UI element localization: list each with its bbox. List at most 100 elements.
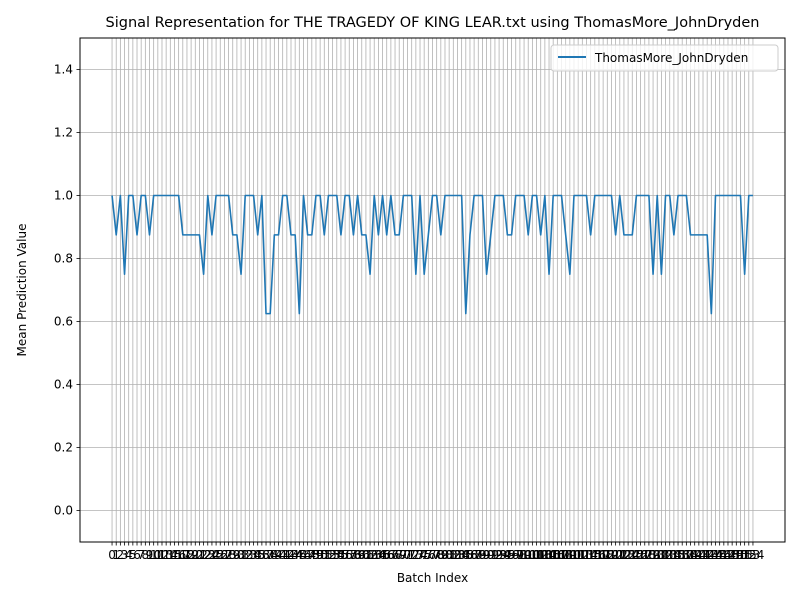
x-tick-label: 144: [700, 548, 723, 562]
x-tick-label: 47: [300, 548, 315, 562]
x-tick-label: 31: [233, 548, 248, 562]
legend-label: ThomasMore_JohnDryden: [594, 51, 748, 65]
x-tick-label: 121: [604, 548, 627, 562]
x-tick-label: 71: [400, 548, 415, 562]
series-layer: [111, 194, 753, 315]
x-tick-label: 142: [692, 548, 715, 562]
x-tick-label: 0: [108, 548, 116, 562]
x-tick-label: 153: [737, 548, 760, 562]
x-tick-label: 119: [596, 548, 619, 562]
x-tick-label: 59: [350, 548, 365, 562]
x-tick-label: 70: [396, 548, 411, 562]
x-tick-label: 34: [246, 548, 261, 562]
x-tick-label: 79: [433, 548, 448, 562]
x-tick-label: 127: [629, 548, 652, 562]
x-tick-label: 91: [483, 548, 498, 562]
x-tick-label: 17: [175, 548, 190, 562]
x-tick-label: 102: [525, 548, 548, 562]
x-tick-label: 19: [183, 548, 198, 562]
x-tick-label: 112: [567, 548, 590, 562]
x-tick-label: 96: [504, 548, 519, 562]
x-tick-label: 130: [642, 548, 665, 562]
x-tick-label: 116: [583, 548, 606, 562]
x-tick-label: 49: [308, 548, 323, 562]
x-tick-label: 14: [163, 548, 178, 562]
y-tick-label: 1.2: [54, 126, 73, 140]
x-tick-label: 93: [491, 548, 506, 562]
x-tick-label: 149: [721, 548, 744, 562]
x-tick-label: 100: [517, 548, 540, 562]
x-tick-label: 104: [533, 548, 556, 562]
x-tick-label: 138: [675, 548, 698, 562]
x-tick-label: 92: [487, 548, 502, 562]
x-tick-label: 6: [133, 548, 141, 562]
x-tick-label: 129: [637, 548, 660, 562]
x-tick-label: 1: [112, 548, 120, 562]
x-tick-label: 123: [612, 548, 635, 562]
x-tick-label: 61: [358, 548, 373, 562]
x-tick-label: 117: [588, 548, 611, 562]
x-tick-label: 83: [450, 548, 465, 562]
x-tick-label: 114: [575, 548, 598, 562]
x-tick-label: 84: [454, 548, 469, 562]
x-tick-label: 5: [129, 548, 137, 562]
legend-box: [550, 44, 779, 72]
x-tick-label: 137: [671, 548, 694, 562]
x-tick-label: 55: [333, 548, 348, 562]
x-tick-label: 103: [529, 548, 552, 562]
x-gridlines: [111, 38, 754, 542]
x-tick-label: 85: [458, 548, 473, 562]
x-tick-label: 146: [708, 548, 731, 562]
y-tick-label: 0.0: [54, 504, 73, 518]
x-tick-label: 145: [704, 548, 727, 562]
chart-title: Signal Representation for THE TRAGEDY OF…: [106, 15, 760, 31]
y-tick-label: 1.4: [54, 63, 73, 77]
x-tick-label: 41: [275, 548, 290, 562]
x-tick-label: 75: [417, 548, 432, 562]
x-tick-label: 134: [658, 548, 681, 562]
x-tick-label: 27: [217, 548, 232, 562]
x-tick-label: 11: [150, 548, 165, 562]
x-tick-label: 3: [121, 548, 129, 562]
x-tick-label: 107: [546, 548, 569, 562]
x-tick-label: 124: [617, 548, 640, 562]
x-tick-label: 81: [442, 548, 457, 562]
x-tick-label: 43: [283, 548, 298, 562]
x-tick-label: 148: [717, 548, 740, 562]
x-axis-label: Batch Index: [397, 571, 468, 585]
x-tick-label: 152: [733, 548, 756, 562]
y-tick-label: 0.4: [54, 378, 73, 392]
x-tick-label: 98: [512, 548, 527, 562]
legend: ThomasMore_JohnDryden: [550, 44, 779, 72]
x-tick-label: 28: [221, 548, 236, 562]
x-tick-label: 35: [250, 548, 265, 562]
x-tick-label: 54: [329, 548, 344, 562]
x-tick-label: 9: [146, 548, 154, 562]
x-tick-label: 154: [742, 548, 765, 562]
x-tick-label: 45: [292, 548, 307, 562]
x-tick-label: 16: [171, 548, 186, 562]
x-tick-label: 52: [321, 548, 336, 562]
x-tick-label: 65: [375, 548, 390, 562]
x-tick-label: 136: [667, 548, 690, 562]
y-axis-label: Mean Prediction Value: [15, 224, 29, 357]
x-tick-label: 50: [312, 548, 327, 562]
x-tick-label: 74: [412, 548, 427, 562]
x-tick-label: 33: [242, 548, 257, 562]
x-tick-label: 68: [387, 548, 402, 562]
x-tick-label: 77: [425, 548, 440, 562]
x-tick-label: 131: [646, 548, 669, 562]
x-tick-label: 57: [342, 548, 357, 562]
x-tick-label: 32: [238, 548, 253, 562]
x-tick-label: 51: [317, 548, 332, 562]
x-tick-label: 60: [354, 548, 369, 562]
x-tick-label: 118: [592, 548, 615, 562]
x-tick-label: 24: [204, 548, 219, 562]
x-tick-label: 141: [687, 548, 710, 562]
x-tick-label: 135: [662, 548, 685, 562]
x-tick-label: 87: [466, 548, 481, 562]
x-tick-label: 12: [154, 548, 169, 562]
x-tick-label: 139: [679, 548, 702, 562]
x-tick-label: 113: [571, 548, 594, 562]
x-tick-label: 64: [371, 548, 386, 562]
